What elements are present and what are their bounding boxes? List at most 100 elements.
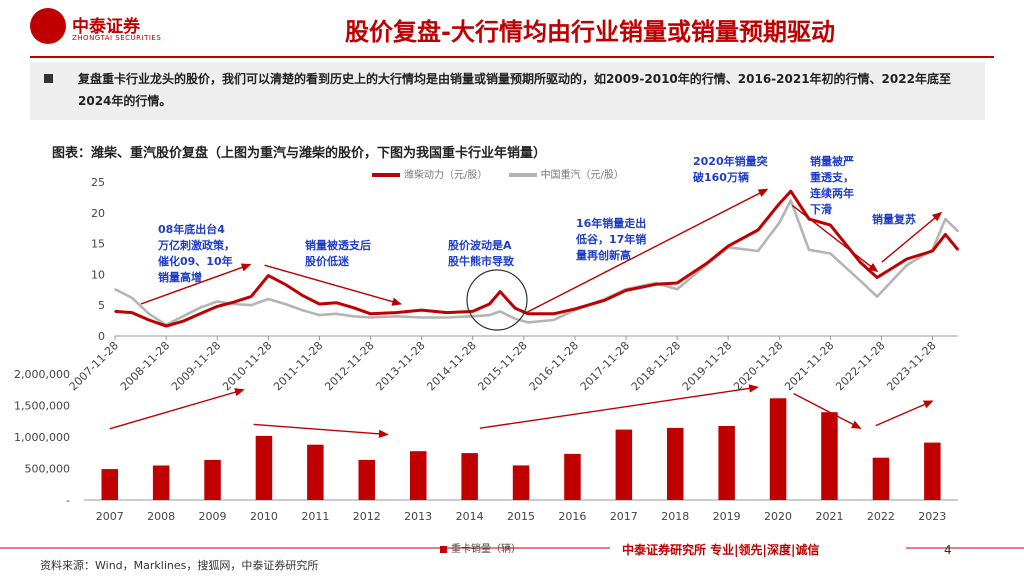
price-y-tick-label: 20 <box>91 207 105 220</box>
legend-swatch-red <box>372 173 400 177</box>
sales-x-tick-label: 2007 <box>96 510 124 523</box>
sinotruk-price-point <box>829 252 832 255</box>
logo-emblem-icon <box>30 8 66 44</box>
sales-x-tick-label: 2017 <box>610 510 638 523</box>
price-x-tick-label: 2022-11-28 <box>833 339 887 393</box>
sales-bar <box>821 412 838 500</box>
weichai-price-point <box>957 249 959 251</box>
sales-bar <box>924 442 941 500</box>
weichai-price-point <box>676 282 678 284</box>
price-trend-arrow <box>881 211 943 263</box>
page-number: 4 <box>944 543 952 557</box>
weichai-price-point <box>318 303 321 305</box>
weichai-price-point <box>199 313 201 315</box>
weichai-price-point <box>284 283 286 286</box>
footer-brand: 中泰证券研究所 专业|领先|深度|诚信 <box>618 541 824 558</box>
sinotruk-price-point <box>267 298 270 300</box>
sales-trend-arrow <box>479 384 759 429</box>
sinotruk-price-point <box>318 314 321 316</box>
price-x-tick-label: 2015-11-28 <box>475 339 529 393</box>
sinotruk-price-point <box>395 315 397 318</box>
sales-x-tick-label: 2016 <box>558 510 586 523</box>
weichai-price-point <box>471 310 474 313</box>
sales-bar <box>718 426 735 500</box>
weichai-price-point <box>250 295 252 298</box>
sales-trend-arrow <box>793 392 862 429</box>
price-x-tick-label: 2017-11-28 <box>578 339 632 393</box>
weichai-price-point <box>574 308 576 310</box>
weichai-price-point <box>790 190 792 192</box>
price-y-tick-label: 25 <box>91 176 105 189</box>
weichai-price-point <box>420 309 423 311</box>
weichai-price-point <box>552 313 555 315</box>
sales-bar <box>564 453 581 500</box>
logo-name: 中泰证券 <box>72 17 140 37</box>
weichai-price-point <box>446 311 448 314</box>
note-overdrawn: 销量被透支后 股价低迷 <box>305 239 371 268</box>
note-stimulus: 08年底出台4 万亿刺激政策， 催化09、10年 销量高增 <box>158 223 235 284</box>
weichai-price-point <box>165 325 167 327</box>
weichai-price-point <box>625 289 627 292</box>
price-x-tick-label: 2020-11-28 <box>731 339 785 393</box>
sales-x-tick-label: 2013 <box>404 510 432 523</box>
price-trend-arrow <box>264 264 403 306</box>
sinotruk-price-point <box>527 321 529 324</box>
sales-y-tick-label: - <box>66 494 70 507</box>
weichai-price-point <box>727 245 729 247</box>
legend-swatch-gray <box>508 173 537 177</box>
weichai-price-point <box>654 283 657 286</box>
sales-bar <box>410 451 427 500</box>
sinotruk-price-point <box>552 319 555 321</box>
weichai-price-point <box>931 250 934 252</box>
price-y-tick-label: 5 <box>98 299 105 312</box>
sinotruk-price-point <box>757 250 759 252</box>
sales-bar <box>358 459 375 500</box>
sinotruk-price-line <box>114 199 959 327</box>
sales-x-tick-label: 2014 <box>456 510 484 523</box>
sinotruk-price-point <box>957 230 959 233</box>
weichai-price-point <box>131 311 133 314</box>
weichai-price-point <box>603 299 606 302</box>
sinotruk-price-point <box>420 316 423 319</box>
sales-x-tick-label: 2015 <box>507 510 535 523</box>
sales-bar <box>204 459 221 500</box>
weichai-price-point <box>301 294 304 297</box>
legend-label-sinotruk: 中国重汽（元/股） <box>540 170 624 181</box>
sales-bar <box>152 465 170 500</box>
sinotruk-price-point <box>499 310 501 313</box>
sinotruk-price-point <box>131 297 133 299</box>
summary-text: 复盘重卡行业龙头的股价，我们可以清楚的看到历史上的大行情均是由销量或销量预期所驱… <box>78 72 951 108</box>
sinotruk-price-point <box>808 249 810 251</box>
company-logo: 中泰证券 ZHONGTAI SECURITIES <box>30 8 170 52</box>
weichai-price-point <box>829 224 832 226</box>
sales-y-tick-label: 1,000,000 <box>14 431 70 444</box>
title-divider <box>30 56 994 58</box>
price-x-tick-label: 2011-11-28 <box>271 339 325 393</box>
sales-bar <box>101 469 118 500</box>
sales-y-tick-label: 1,500,000 <box>14 400 70 413</box>
sinotruk-price-point <box>514 318 516 320</box>
weichai-price-point <box>499 290 501 293</box>
price-x-tick-label: 2010-11-28 <box>220 339 274 393</box>
sales-trend-arrow <box>875 400 934 427</box>
sales-trend-arrow <box>253 423 389 439</box>
price-x-tick-label: 2023-11-28 <box>884 339 938 393</box>
sinotruk-price-point <box>778 221 781 224</box>
sales-x-tick-label: 2009 <box>199 510 227 523</box>
price-x-tick-label: 2021-11-28 <box>782 339 836 393</box>
figure-title: 图表：潍柴、重汽股价复盘（上图为重汽与潍柴的股价，下图为我国重卡行业年销量） <box>52 146 547 161</box>
price-y-tick-label: 10 <box>91 268 105 281</box>
weichai-price-point <box>335 301 338 304</box>
weichai-price-point <box>859 261 861 263</box>
sales-x-tick-label: 2022 <box>867 510 895 523</box>
sales-x-tick-label: 2019 <box>713 510 741 523</box>
sales-bar <box>615 429 633 500</box>
legend-swatch-bar <box>440 545 447 553</box>
weichai-price-point <box>527 313 529 315</box>
price-x-tick-label: 2008-11-28 <box>118 339 172 393</box>
price-trend-arrow <box>523 188 769 315</box>
price-trend-arrow <box>791 204 879 273</box>
sinotruk-price-point <box>676 288 678 291</box>
sinotruk-price-point <box>148 313 150 315</box>
